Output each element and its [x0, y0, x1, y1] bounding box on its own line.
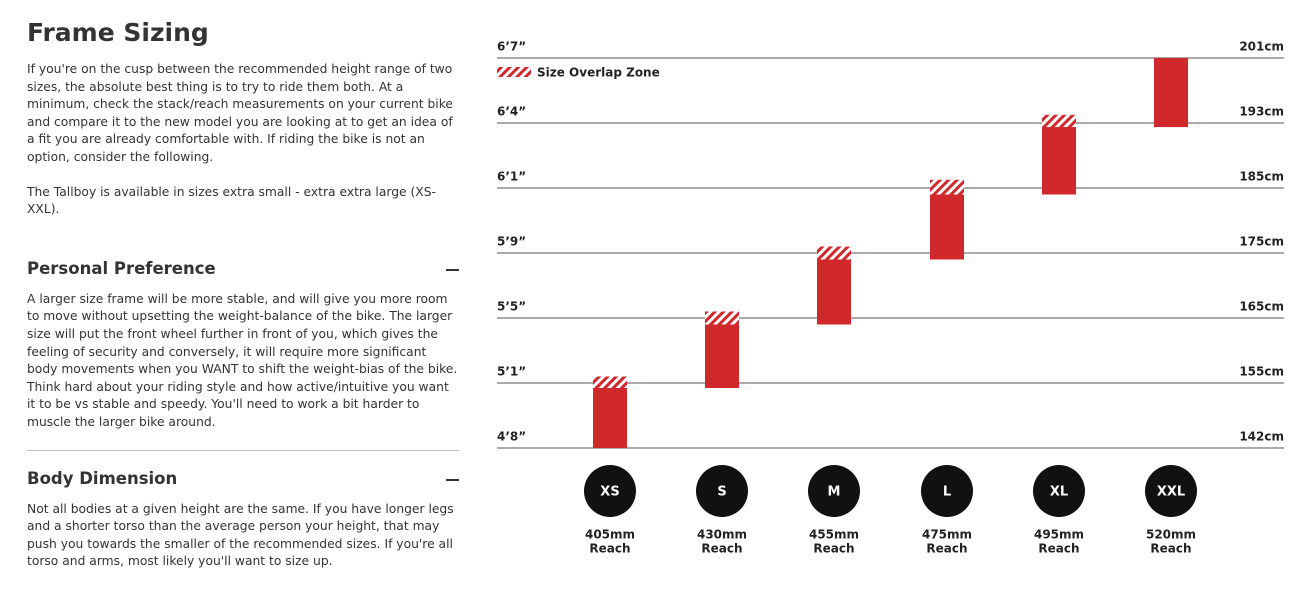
text-column: Frame Sizing If you're on the cusp betwe…: [27, 18, 459, 571]
reach-caption: Reach: [926, 542, 967, 556]
overlap-zone: [593, 376, 627, 388]
reach-value: 405mm: [585, 528, 635, 542]
cm-label: 165cm: [1239, 300, 1284, 314]
height-label: 6’4”: [497, 105, 526, 119]
overlap-zone: [705, 311, 739, 325]
height-label: 6’1”: [497, 170, 526, 184]
height-label: 5’5”: [497, 300, 526, 314]
section-heading[interactable]: Body Dimension: [27, 468, 178, 488]
height-label: 5’9”: [497, 235, 526, 249]
size-label: XS: [600, 485, 619, 500]
divider: [27, 449, 459, 451]
reach-caption: Reach: [1150, 542, 1191, 556]
size-bar: [1154, 58, 1188, 128]
height-label: 4’8”: [497, 430, 526, 444]
size-label: XL: [1050, 485, 1068, 500]
legend-swatch: [497, 67, 531, 77]
section-heading[interactable]: Personal Preference: [27, 258, 216, 278]
size-label: M: [828, 485, 841, 500]
size-badge: [921, 465, 973, 517]
size-badge: [1033, 465, 1085, 517]
reach-value: 475mm: [922, 528, 972, 542]
reach-value: 455mm: [809, 528, 859, 542]
cm-label: 193cm: [1239, 105, 1284, 119]
overlap-zone: [1042, 114, 1076, 128]
size-badge: [808, 465, 860, 517]
reach-value: 495mm: [1034, 528, 1084, 542]
size-badge: [1145, 465, 1197, 517]
size-bar: [593, 376, 627, 448]
reach-caption: Reach: [813, 542, 854, 556]
section[interactable]: Personal Preference A larger size frame …: [27, 259, 459, 432]
size-badge: [584, 465, 636, 517]
reach-value: 520mm: [1146, 528, 1196, 542]
cm-label: 201cm: [1239, 40, 1284, 54]
paragraph: A larger size frame will be more stable,…: [27, 291, 458, 429]
reach-caption: Reach: [701, 542, 742, 556]
size-chart: Size Overlap Zone 4’8” 142cm 5’1” 155cm 5’5”…: [497, 40, 1284, 556]
size-label: L: [943, 485, 951, 500]
reach-caption: Reach: [589, 542, 630, 556]
paragraph: Not all bodies at a given height are the…: [27, 501, 454, 569]
size-label: XXL: [1157, 485, 1185, 500]
cm-label: 185cm: [1239, 170, 1284, 184]
size-bar: [1042, 114, 1076, 195]
collapse-icon[interactable]: [446, 478, 459, 481]
height-label: 5’1”: [497, 365, 526, 379]
overlap-zone: [930, 179, 964, 195]
reach-value: 430mm: [697, 528, 747, 542]
collapse-icon[interactable]: [446, 268, 459, 271]
section[interactable]: Body Dimension Not all bodies at a given…: [27, 469, 459, 571]
paragraph: If you're on the cusp between the recomm…: [27, 62, 453, 164]
overlap-zone: [817, 246, 851, 260]
cm-label: 175cm: [1239, 235, 1284, 249]
reach-caption: Reach: [1038, 542, 1079, 556]
paragraph: The Tallboy is available in sizes extra …: [27, 184, 436, 217]
size-badge: [696, 465, 748, 517]
legend-label: Size Overlap Zone: [537, 66, 660, 80]
height-label: 6’7”: [497, 40, 526, 54]
cm-label: 142cm: [1239, 430, 1284, 444]
title: Frame Sizing: [27, 18, 209, 47]
cm-label: 155cm: [1239, 365, 1284, 379]
size-label: S: [717, 485, 726, 500]
